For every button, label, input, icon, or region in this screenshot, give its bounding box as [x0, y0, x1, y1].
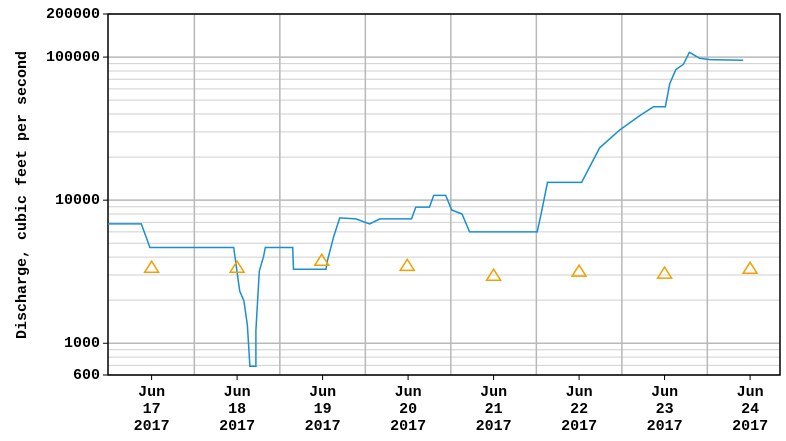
y-tick-label: 10000	[55, 192, 100, 209]
measurement-marker	[398, 258, 416, 272]
x-tick-label: 2017	[647, 418, 683, 435]
x-tick-label: 2017	[476, 418, 512, 435]
plot-frame	[107, 13, 781, 376]
x-tick-label: Jun	[138, 384, 165, 401]
x-tick-label: 24	[741, 401, 759, 418]
measurement-marker	[656, 265, 673, 279]
x-tick-label: 2017	[732, 418, 768, 435]
y-tick-label: 200000	[46, 6, 100, 23]
x-tick-label: 2017	[305, 418, 341, 435]
x-tick-label: 2017	[134, 418, 170, 435]
x-tick-label: Jun	[480, 384, 507, 401]
x-tick-label: Jun	[309, 384, 336, 401]
x-tick-label: Jun	[737, 384, 764, 401]
x-tick-label: 17	[143, 401, 161, 418]
x-tick-label: 20	[399, 401, 417, 418]
y-tick-label: 100000	[46, 49, 100, 66]
y-axis-label: Discharge, cubic feet per second	[14, 51, 31, 339]
y-tick-label: 1000	[64, 335, 100, 352]
measurement-marker	[570, 263, 588, 277]
measurement-marker	[313, 252, 331, 267]
x-tick-label: 2017	[561, 418, 597, 435]
x-tick-label: Jun	[224, 384, 251, 401]
x-tick-label: Jun	[651, 384, 678, 401]
x-tick-label: Jun	[566, 384, 593, 401]
x-tick-label: Jun	[395, 384, 422, 401]
discharge-line	[108, 51, 744, 368]
x-tick-label: 18	[228, 401, 246, 418]
y-tick-label: 600	[73, 367, 100, 384]
x-tick-label: 2017	[390, 418, 426, 435]
x-tick-label: 19	[314, 401, 332, 418]
measurement-marker	[228, 259, 246, 273]
x-tick-label: 23	[656, 401, 674, 418]
measurement-marker	[143, 259, 160, 273]
x-tick-label: 2017	[219, 418, 255, 435]
x-tick-label: 22	[570, 401, 588, 418]
measurement-marker	[741, 260, 759, 275]
x-tick-label: 21	[485, 401, 503, 418]
measurement-marker	[485, 267, 502, 281]
